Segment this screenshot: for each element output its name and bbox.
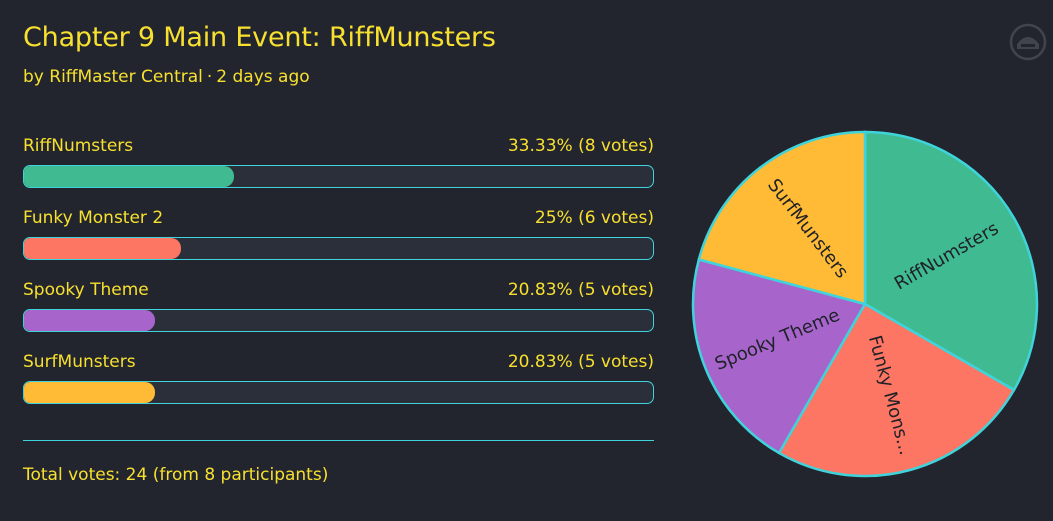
option-progress-fill bbox=[24, 166, 234, 187]
pie-slice bbox=[691, 257, 867, 455]
option-result: 33.33% (8 votes) bbox=[507, 136, 654, 156]
poll-option: SurfMunsters 20.83% (5 votes) bbox=[23, 350, 654, 422]
option-result: 20.83% (5 votes) bbox=[507, 280, 654, 300]
option-result: 25% (6 votes) bbox=[534, 208, 654, 228]
poll-author[interactable]: by RiffMaster Central bbox=[23, 67, 203, 87]
pie-slice bbox=[863, 130, 1039, 392]
poll-options: RiffNumsters 33.33% (8 votes) Funky Mons… bbox=[23, 134, 654, 422]
poll-option: RiffNumsters 33.33% (8 votes) bbox=[23, 134, 654, 206]
poll-title: Chapter 9 Main Event: RiffMunsters bbox=[23, 22, 496, 53]
option-label: RiffNumsters bbox=[23, 136, 134, 156]
option-progress-bar bbox=[23, 165, 654, 188]
poll-option: Funky Monster 2 25% (6 votes) bbox=[23, 206, 654, 278]
poll-option: Spooky Theme 20.83% (5 votes) bbox=[23, 278, 654, 350]
option-progress-fill bbox=[24, 310, 156, 331]
meta-separator: · bbox=[206, 67, 213, 87]
option-progress-fill bbox=[24, 238, 182, 259]
poll-posted-time: 2 days ago bbox=[216, 67, 310, 87]
poll-meta: by RiffMaster Central · 2 days ago bbox=[23, 67, 310, 87]
option-result: 20.83% (5 votes) bbox=[507, 352, 654, 372]
option-progress-bar bbox=[23, 309, 654, 332]
pie-slice bbox=[697, 130, 867, 306]
option-progress-bar bbox=[23, 381, 654, 404]
results-divider bbox=[23, 440, 654, 441]
option-label: Funky Monster 2 bbox=[23, 208, 164, 228]
option-progress-bar bbox=[23, 237, 654, 260]
option-label: Spooky Theme bbox=[23, 280, 149, 300]
total-votes: Total votes: 24 (from 8 participants) bbox=[23, 465, 329, 485]
helmet-logo-icon bbox=[1009, 23, 1047, 61]
option-progress-fill bbox=[24, 382, 156, 403]
option-label: SurfMunsters bbox=[23, 352, 136, 372]
pie-slice bbox=[777, 302, 1016, 478]
